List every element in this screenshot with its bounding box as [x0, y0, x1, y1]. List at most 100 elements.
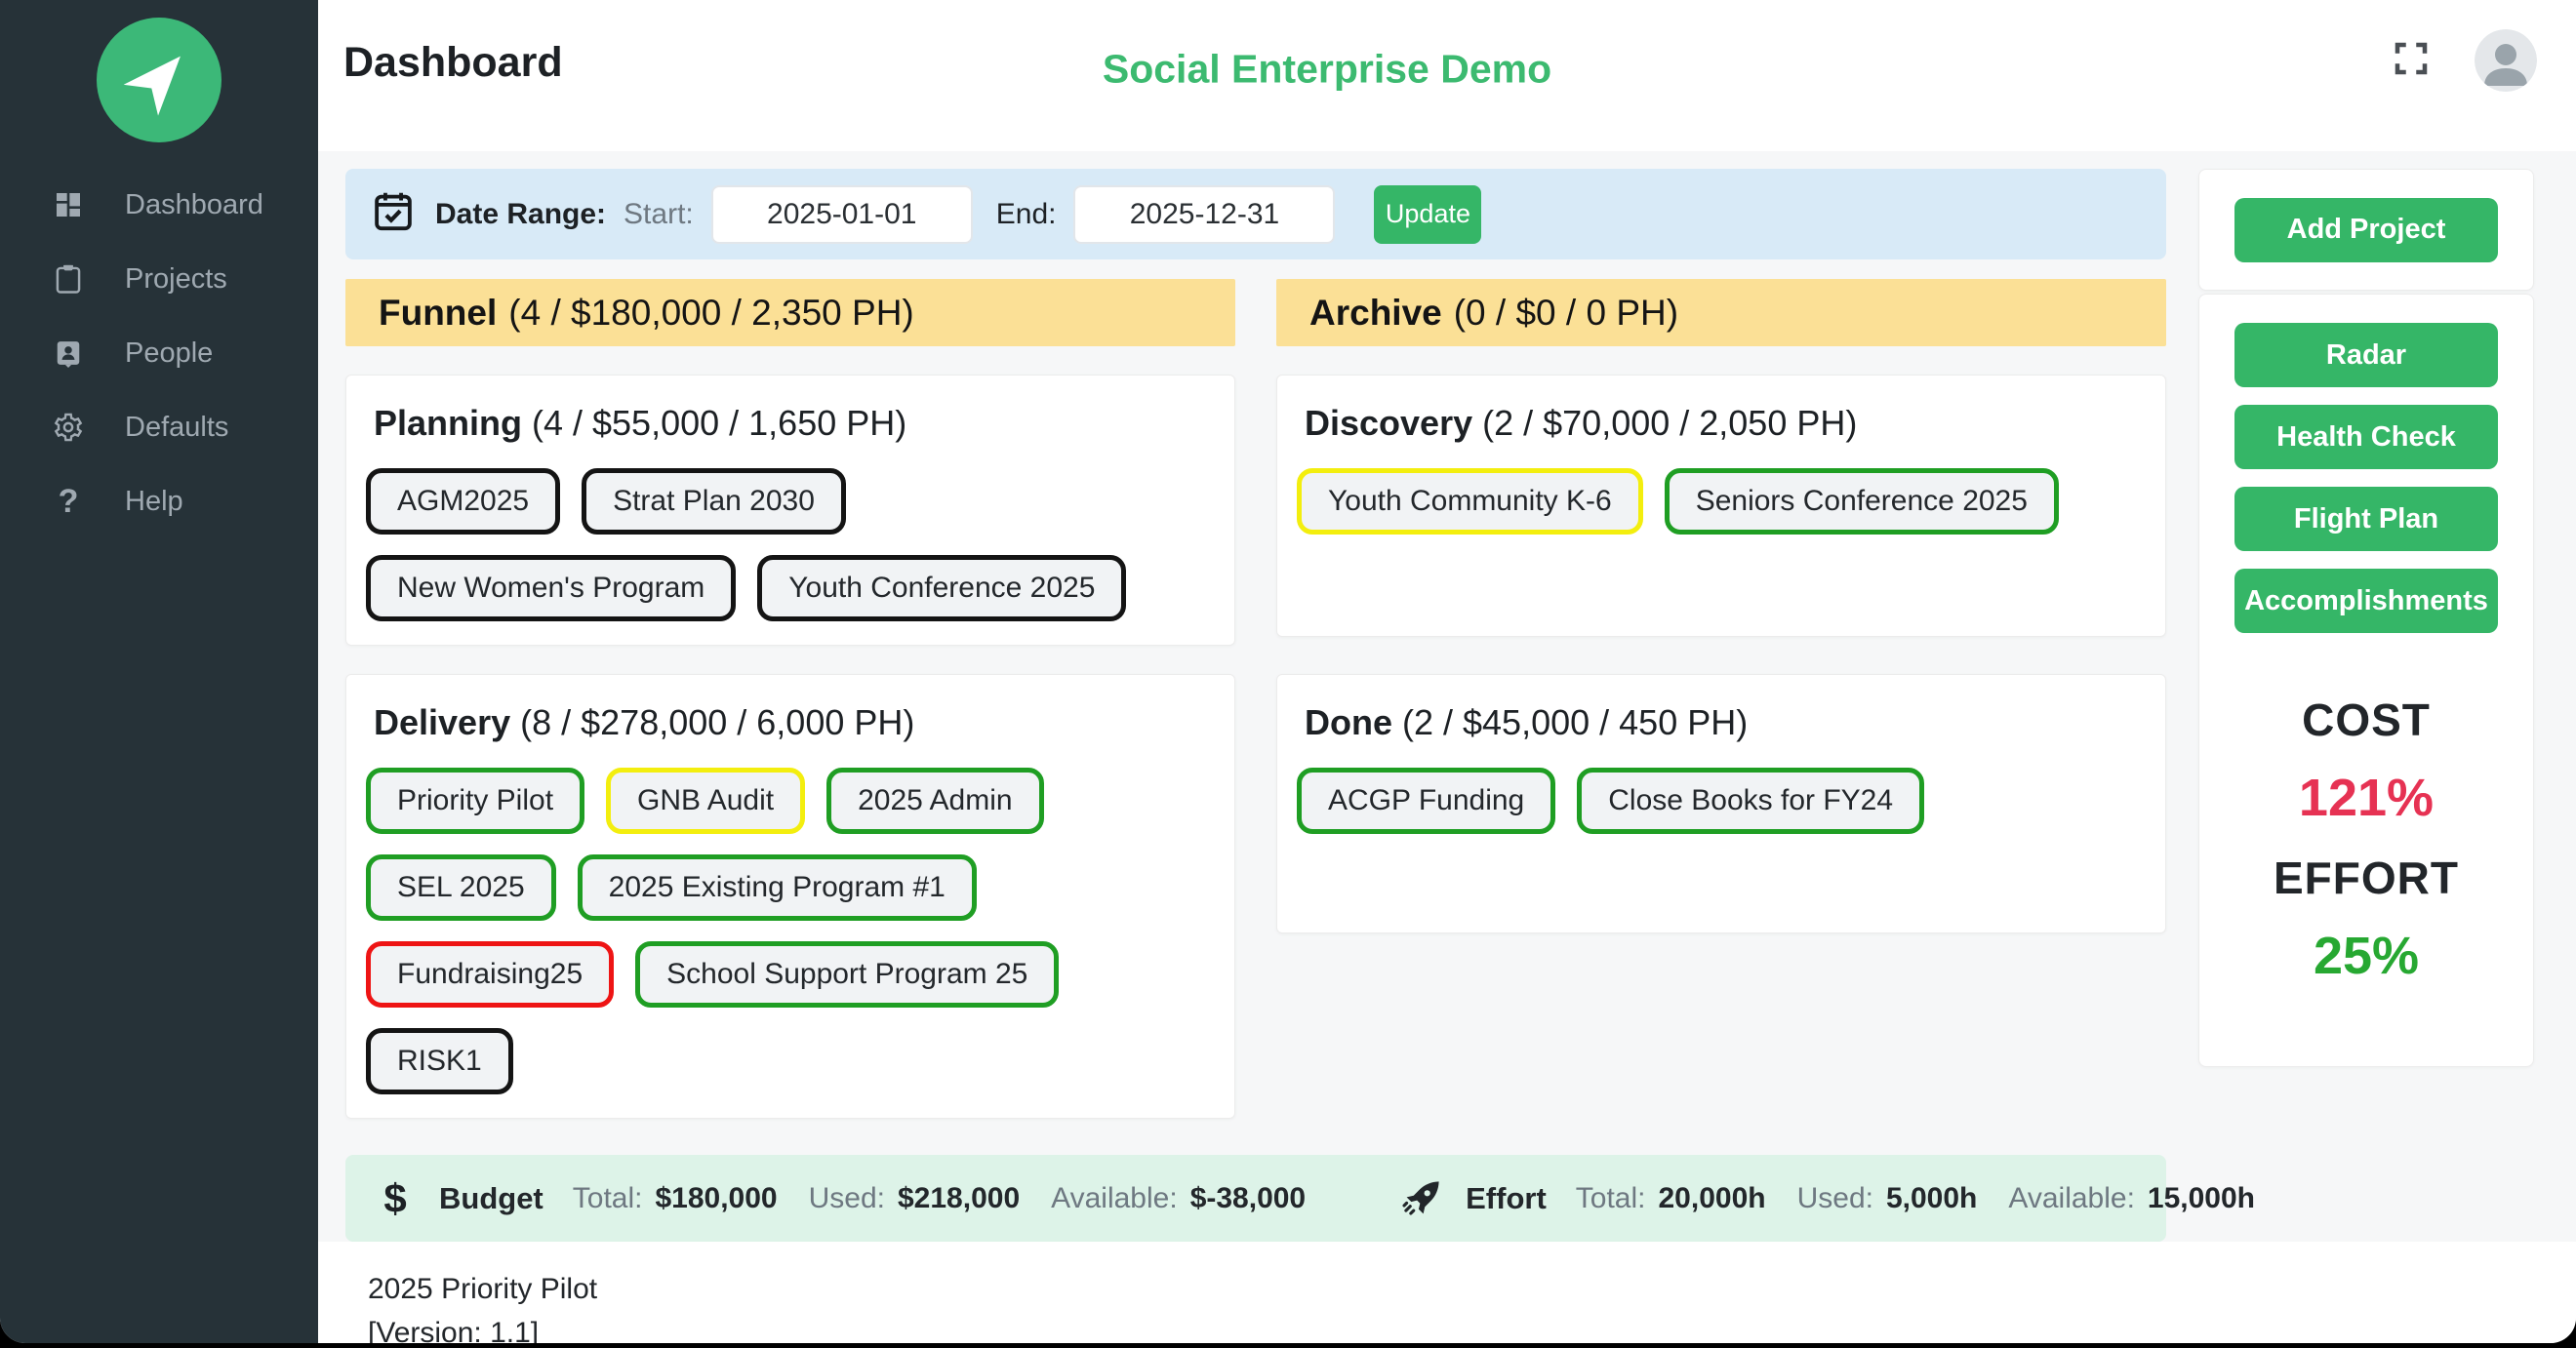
accomplishments-button[interactable]: Accomplishments — [2234, 569, 2498, 633]
budget-label: Budget — [439, 1180, 543, 1215]
footer-version: [Version: 1.1] — [368, 1317, 540, 1343]
cost-value: 121% — [2298, 769, 2435, 827]
health-check-button[interactable]: Health Check — [2234, 405, 2498, 469]
date-range-label: Date Range: — [435, 197, 607, 230]
date-range-bar: Date Range: Start: End: Update — [345, 169, 2166, 259]
budget-totals: $ Budget Total: $180,000 Used: $218,000 … — [373, 1175, 1337, 1222]
update-button[interactable]: Update — [1374, 184, 1482, 244]
effort-metric-label: EFFORT — [2274, 852, 2459, 903]
project-chip[interactable]: Strat Plan 2030 — [582, 468, 846, 535]
dashboard-grid-icon — [51, 189, 86, 220]
project-chip[interactable]: 2025 Existing Program #1 — [577, 854, 977, 921]
project-chip[interactable]: ACGP Funding — [1297, 768, 1556, 834]
app-logo[interactable] — [97, 18, 221, 142]
project-chip[interactable]: Youth Conference 2025 — [757, 555, 1127, 621]
effort-totals: Effort Total: 20,000h Used: 5,000h Avail… — [1399, 1177, 2286, 1220]
stage-title: Done (2 / $45,000 / 450 PH) — [1305, 702, 1749, 742]
flight-plan-button[interactable]: Flight Plan — [2234, 487, 2498, 551]
sidebar-item-projects[interactable]: Projects — [0, 242, 318, 316]
question-icon: ? — [58, 482, 79, 520]
sidebar-item-defaults[interactable]: Defaults — [0, 390, 318, 464]
archive-stats: (0 / $0 / 0 PH) — [1453, 292, 1679, 333]
project-chip[interactable]: 2025 Admin — [826, 768, 1044, 834]
start-label: Start: — [624, 197, 694, 230]
sidebar-item-dashboard[interactable]: Dashboard — [0, 168, 318, 242]
dollar-icon: $ — [383, 1174, 407, 1221]
sidebar-nav: Dashboard Projects People — [0, 168, 318, 538]
stage-card-done: Done (2 / $45,000 / 450 PH) ACGP Funding … — [1276, 674, 2166, 933]
funnel-header: Funnel (4 / $180,000 / 2,350 PH) — [345, 279, 1235, 346]
budget-used-value: $218,000 — [898, 1181, 1021, 1214]
paper-plane-icon — [123, 56, 181, 116]
funnel-title: Funnel — [379, 292, 498, 333]
add-project-card: Add Project — [2198, 169, 2534, 291]
stage-grid: Funnel (4 / $180,000 / 2,350 PH) Archive… — [345, 279, 2166, 1119]
top-header: Dashboard Social Enterprise Demo — [318, 0, 2576, 151]
end-label: End: — [995, 197, 1057, 230]
main-area: Dashboard Social Enterprise Demo — [318, 0, 2576, 1343]
project-chip[interactable]: RISK1 — [366, 1028, 513, 1094]
clipboard-icon — [51, 263, 86, 295]
effort-available-value: 15,000h — [2147, 1181, 2256, 1214]
archive-header: Archive (0 / $0 / 0 PH) — [1276, 279, 2166, 346]
effort-label: Effort — [1466, 1180, 1547, 1215]
budget-total-label: Total: — [572, 1181, 643, 1214]
cost-label: COST — [2302, 694, 2431, 745]
sidebar-item-help[interactable]: ? Help — [0, 464, 318, 538]
effort-used-label: Used: — [1796, 1181, 1873, 1214]
metrics-summary: COST 121% EFFORT 25% — [2274, 694, 2459, 986]
add-project-button[interactable]: Add Project — [2234, 197, 2498, 262]
radar-button[interactable]: Radar — [2234, 323, 2498, 387]
budget-used-label: Used: — [808, 1181, 885, 1214]
stage-title: Discovery (2 / $70,000 / 2,050 PH) — [1305, 403, 1858, 443]
sidebar-item-label: Help — [125, 485, 183, 517]
rocket-icon — [1399, 1177, 1444, 1220]
user-avatar[interactable] — [2475, 29, 2537, 92]
sidebar-item-label: Defaults — [125, 411, 229, 443]
person-badge-icon — [51, 337, 86, 369]
effort-available-label: Available: — [2008, 1181, 2135, 1214]
effort-total-value: 20,000h — [1658, 1181, 1766, 1214]
project-chip[interactable]: New Women's Program — [366, 555, 737, 621]
end-date-input[interactable] — [1073, 184, 1336, 244]
sidebar-item-label: Dashboard — [125, 188, 263, 220]
project-chip[interactable]: GNB Audit — [606, 768, 806, 834]
gear-icon — [51, 412, 86, 443]
side-panel: Add Project Radar Health Check Flight Pl… — [2198, 169, 2534, 1242]
project-chip[interactable]: Fundraising25 — [366, 941, 615, 1008]
budget-total-value: $180,000 — [655, 1181, 778, 1214]
stage-title: Planning (4 / $55,000 / 1,650 PH) — [374, 403, 907, 443]
sidebar-item-label: Projects — [125, 262, 227, 295]
fullscreen-icon[interactable] — [2391, 38, 2432, 84]
project-chip[interactable]: Close Books for FY24 — [1577, 768, 1925, 834]
project-chip[interactable]: AGM2025 — [366, 468, 561, 535]
reports-card: Radar Health Check Flight Plan Accomplis… — [2198, 294, 2534, 1067]
page-title: Dashboard — [343, 39, 563, 86]
calendar-check-icon — [371, 188, 416, 241]
project-chip[interactable]: Seniors Conference 2025 — [1664, 468, 2059, 535]
budget-available-label: Available: — [1051, 1181, 1178, 1214]
stage-card-delivery: Delivery (8 / $278,000 / 6,000 PH) Priori… — [345, 674, 1235, 1119]
sidebar-item-label: People — [125, 337, 214, 369]
project-chip[interactable]: SEL 2025 — [366, 854, 556, 921]
sidebar: Dashboard Projects People — [0, 0, 318, 1343]
stage-card-planning: Planning (4 / $55,000 / 1,650 PH) AGM2025… — [345, 375, 1235, 646]
funnel-stats: (4 / $180,000 / 2,350 PH) — [508, 292, 914, 333]
effort-value: 25% — [2313, 927, 2420, 985]
project-chip[interactable]: Priority Pilot — [366, 768, 585, 834]
project-chip[interactable]: School Support Program 25 — [635, 941, 1060, 1008]
budget-available-value: $-38,000 — [1189, 1181, 1307, 1214]
footer: 2025 Priority Pilot [Version: 1.1] — [318, 1242, 2576, 1343]
archive-title: Archive — [1309, 292, 1442, 333]
start-date-input[interactable] — [710, 184, 973, 244]
footer-app-name: 2025 Priority Pilot — [368, 1273, 598, 1305]
effort-total-label: Total: — [1575, 1181, 1646, 1214]
totals-bar: $ Budget Total: $180,000 Used: $218,000 … — [345, 1155, 2255, 1242]
app-title: Social Enterprise Demo — [1102, 46, 1552, 92]
stage-title: Delivery (8 / $278,000 / 6,000 PH) — [374, 702, 915, 742]
dashboard-content: Date Range: Start: End: Update Funnel (4… — [318, 151, 2576, 1242]
effort-used-value: 5,000h — [1885, 1181, 1978, 1214]
project-chip[interactable]: Youth Community K-6 — [1297, 468, 1643, 535]
sidebar-item-people[interactable]: People — [0, 316, 318, 390]
